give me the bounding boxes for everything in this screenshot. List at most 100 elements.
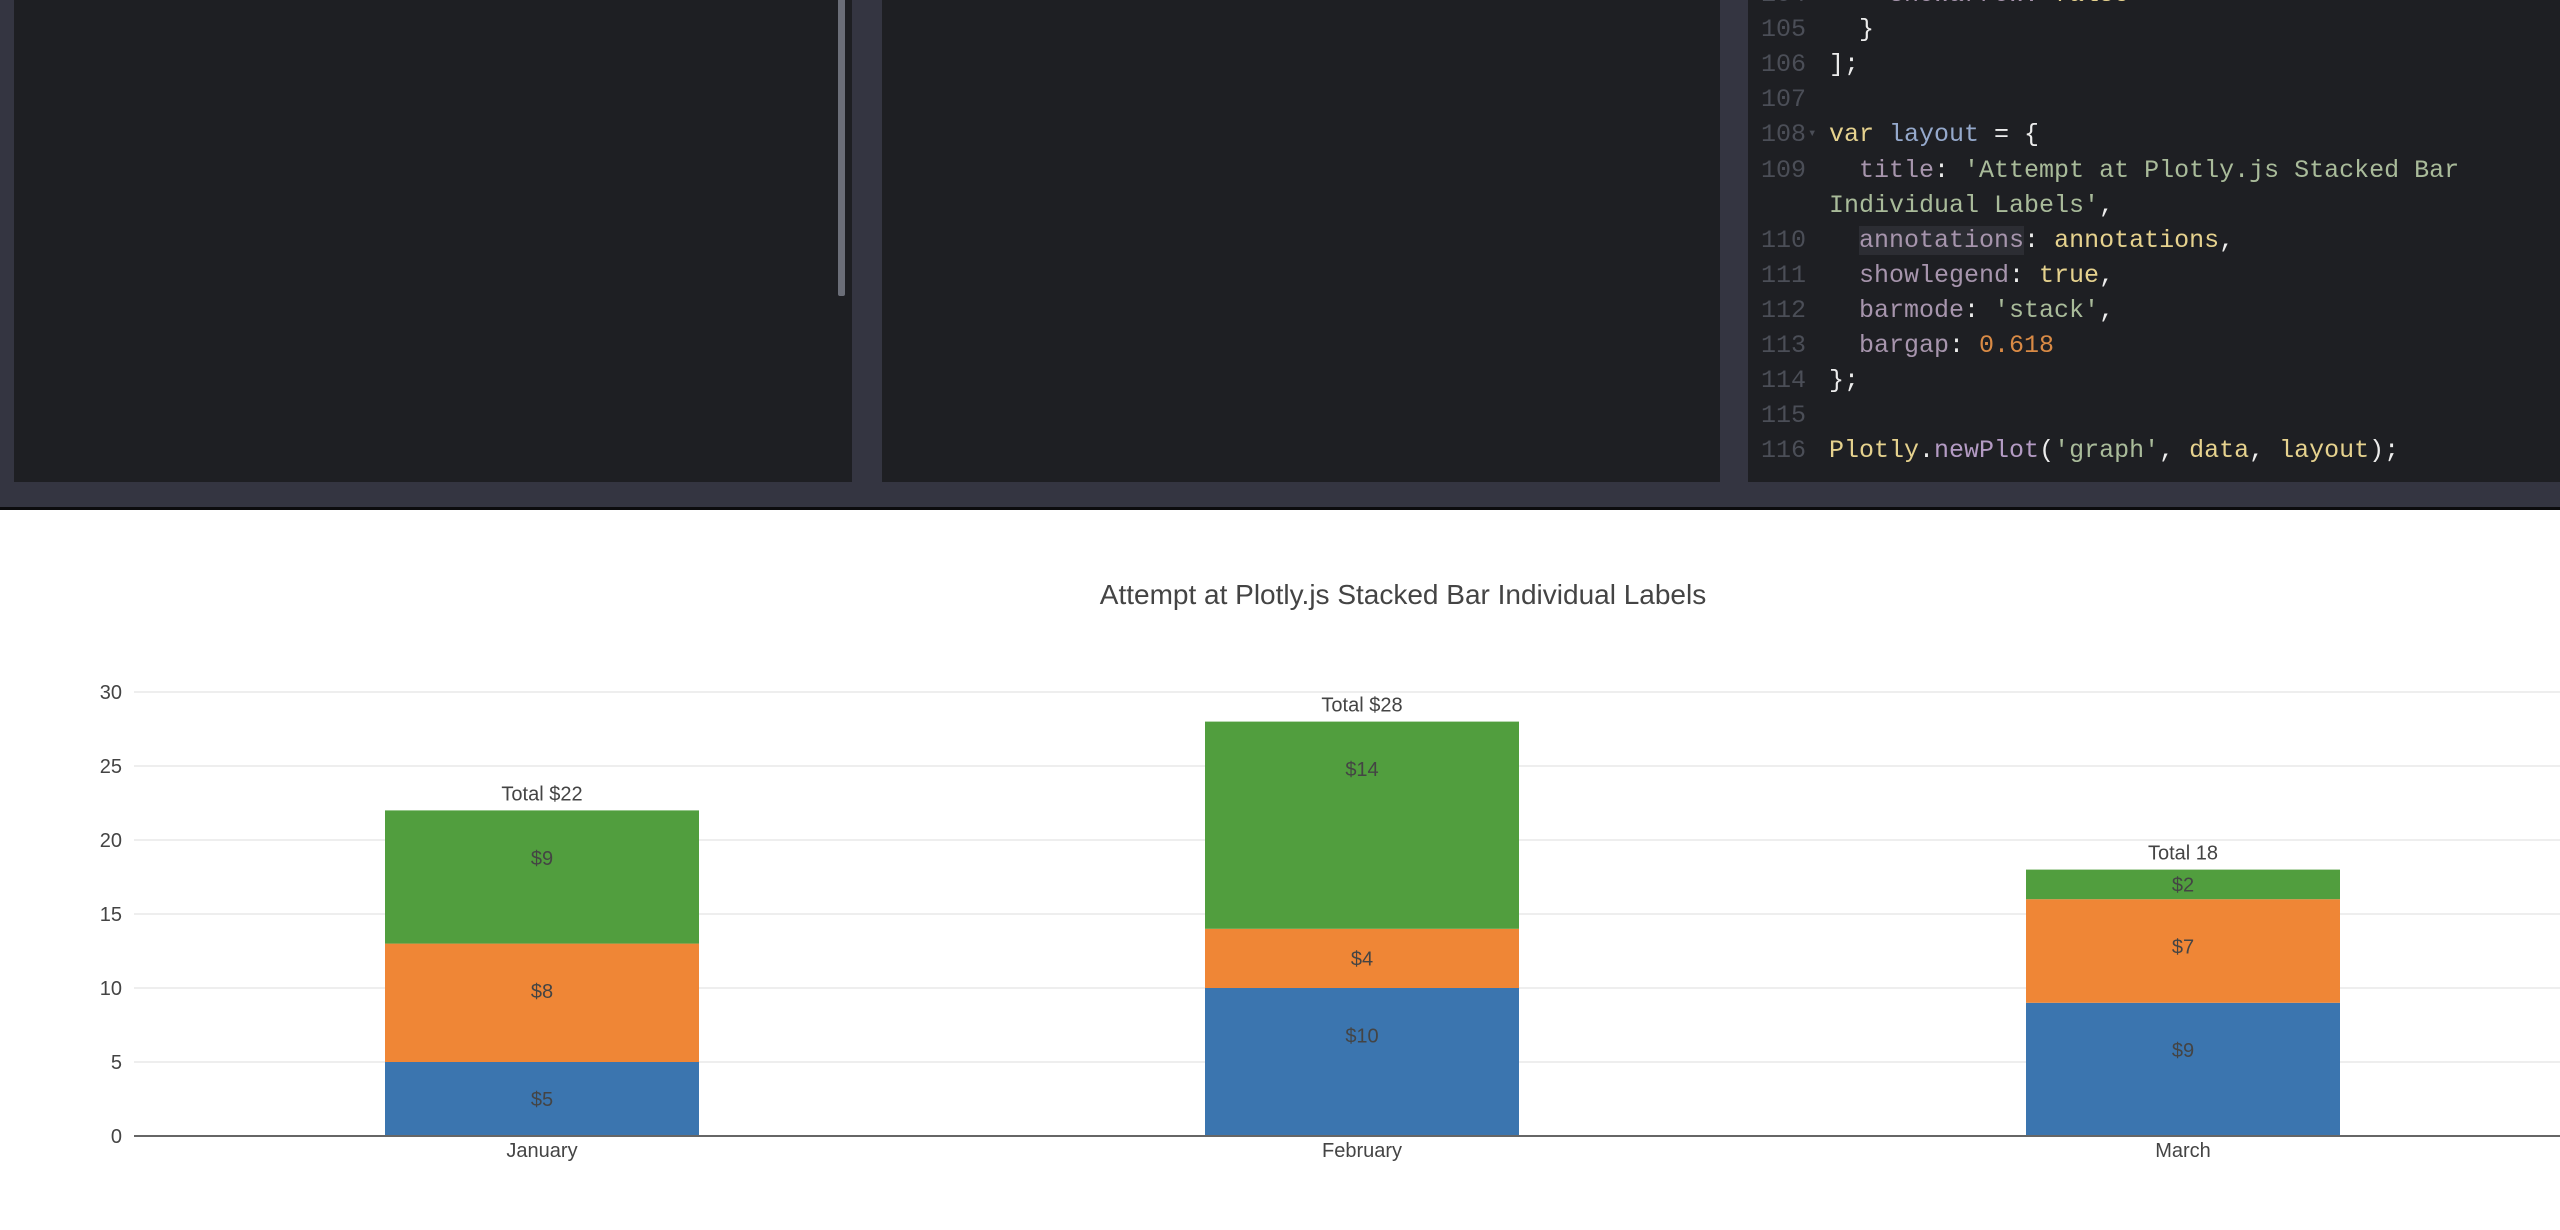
line-number: 110	[1760, 225, 1806, 255]
x-tick-label: January	[506, 1140, 577, 1162]
code-text: title: 'Attempt at Plotly.js Stacked Bar	[1829, 153, 2459, 188]
line-number: 106	[1760, 50, 1806, 80]
code-token: = {	[1979, 120, 2040, 150]
code-token: showlegend	[1829, 260, 2010, 290]
code-token: layout	[1889, 120, 1980, 150]
code-token: annotations	[2054, 225, 2220, 255]
segment-label: $7	[2172, 937, 2194, 959]
y-tick-label: 0	[111, 1126, 122, 1148]
line-number: 108	[1760, 120, 1806, 150]
code-token: ,	[2099, 295, 2115, 325]
line-number: 105	[1760, 15, 1806, 45]
bar-segment	[1205, 988, 1519, 1136]
y-tick-label: 25	[100, 756, 122, 778]
segment-label: $2	[2172, 874, 2194, 896]
code-text: Plotly.newPlot('graph', data, layout);	[1829, 433, 2399, 468]
total-label: Total $22	[501, 783, 582, 805]
code-token: layout	[2279, 436, 2370, 466]
code-text: showlegend: true,	[1829, 258, 2114, 293]
code-text: }	[1829, 12, 1874, 47]
code-token: var	[1829, 120, 1890, 150]
bar-segment	[1205, 928, 1519, 988]
segment-label: $10	[1345, 1025, 1378, 1047]
code-token: 'graph'	[2054, 436, 2160, 466]
line-number: 116	[1760, 436, 1806, 466]
line-number: 107	[1760, 85, 1806, 115]
html-panel-scrollbar[interactable]	[838, 0, 845, 296]
code-token: Plotly	[1829, 436, 1920, 466]
bar-segment	[2026, 869, 2340, 900]
bar-segment	[2026, 1002, 2340, 1136]
code-text: showarrow: false	[1829, 0, 2129, 12]
line-number: 109	[1760, 155, 1806, 185]
code-text: Individual Labels',	[1829, 188, 2114, 223]
code-token: :	[1949, 331, 1980, 360]
line-number: 114	[1760, 366, 1806, 396]
code-token: :	[2024, 225, 2055, 255]
code-token: title	[1829, 155, 1935, 185]
bar-segment	[2026, 899, 2340, 1003]
y-tick-label: 20	[100, 830, 122, 852]
code-text: barmode: 'stack',	[1829, 293, 2114, 328]
stacked-bar-chart: Attempt at Plotly.js Stacked Bar Individ…	[100, 579, 2560, 1162]
code-token: false	[2054, 0, 2129, 9]
y-tick-label: 30	[100, 682, 122, 704]
bar-segment	[385, 1062, 699, 1136]
html-editor-panel[interactable]	[14, 0, 852, 482]
segment-label: $8	[531, 981, 553, 1003]
code-token: ,	[2219, 225, 2235, 255]
resize-divider[interactable]	[0, 507, 2560, 510]
code-token: bargap	[1829, 331, 1950, 360]
y-tick-label: 15	[100, 904, 122, 926]
code-token: 'Attempt at Plotly.js Stacked Bar	[1964, 155, 2460, 185]
code-text: };	[1829, 363, 1859, 398]
line-number: 113	[1760, 331, 1806, 360]
segment-label: $14	[1345, 759, 1378, 781]
code-token: }	[1829, 15, 1875, 45]
code-token: barmode	[1829, 295, 1965, 325]
code-token: ,	[2159, 436, 2190, 466]
js-editor-panel[interactable]: 104 showarrow: false 105 } 106]; 107 108▾ var…	[1748, 0, 2560, 482]
code-token: data	[2189, 436, 2250, 466]
x-tick-label: March	[2155, 1140, 2211, 1162]
code-token: ,	[2249, 436, 2280, 466]
code-token: ];	[1829, 50, 1860, 80]
code-token	[1829, 226, 1859, 255]
code-text: var layout = {	[1829, 117, 2039, 152]
code-text: annotations: annotations,	[1829, 223, 2234, 258]
bar-segment	[1205, 721, 1519, 929]
bar-segment	[385, 810, 699, 944]
code-token: ,	[2099, 260, 2115, 290]
line-number: 112	[1760, 295, 1806, 325]
code-token: 'stack'	[1994, 295, 2100, 325]
segment-label: $4	[1351, 948, 1373, 970]
chart-title: Attempt at Plotly.js Stacked Bar Individ…	[1100, 579, 1706, 610]
segment-label: $5	[531, 1089, 553, 1111]
line-number: 115	[1760, 401, 1806, 431]
editor-bottom-bar	[0, 482, 2560, 507]
total-label: Total $28	[1321, 695, 1402, 717]
code-token: showarrow:	[1829, 0, 2054, 9]
segment-label: $9	[2172, 1040, 2194, 1062]
code-token: annotations	[1859, 225, 2025, 255]
code-token: );	[2369, 436, 2400, 466]
code-token: (	[2039, 436, 2055, 466]
code-token: true	[2039, 260, 2100, 290]
code-token: :	[1964, 295, 1995, 325]
fold-arrow-icon[interactable]: ▾	[1808, 126, 1817, 143]
code-token: .	[1919, 436, 1935, 466]
y-tick-label: 10	[100, 978, 122, 1000]
code-token: };	[1829, 366, 1860, 396]
x-tick-label: February	[1322, 1140, 1402, 1162]
code-text: ];	[1829, 47, 1859, 82]
y-tick-label: 5	[111, 1052, 122, 1074]
code-token: ,	[2099, 190, 2115, 220]
code-text: bargap: 0.618	[1829, 328, 2054, 363]
segment-label: $9	[531, 848, 553, 870]
code-token: :	[1934, 155, 1965, 185]
css-editor-panel[interactable]	[882, 0, 1720, 482]
line-number: 104	[1756, 0, 1806, 12]
code-token: 0.618	[1979, 331, 2055, 360]
code-editor-window: 104 showarrow: false 105 } 106]; 107 108▾ var…	[0, 0, 2560, 510]
total-label: Total 18	[2148, 843, 2218, 865]
